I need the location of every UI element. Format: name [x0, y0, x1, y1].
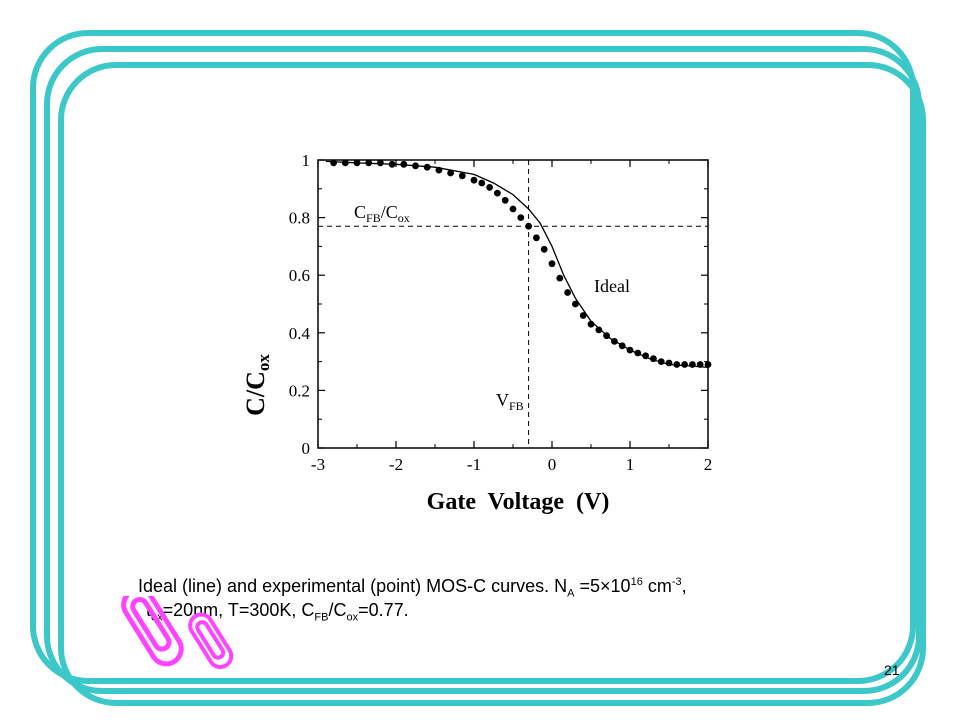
reference-lines: [318, 160, 708, 448]
x-tick-label: -1: [467, 455, 481, 474]
experimental-point: [650, 355, 657, 363]
experimental-point: [587, 320, 595, 328]
experimental-point: [400, 160, 408, 168]
experimental-point: [470, 176, 478, 184]
series-layer: [325, 159, 712, 369]
y-axis-label: C/Cox: [241, 354, 273, 416]
x-tick-label: -2: [389, 455, 403, 474]
figure-caption: Ideal (line) and experimental (point) MO…: [138, 574, 898, 624]
caption-line-2: tox=20nm, T=300K, CFB/Cox=0.77.: [146, 600, 409, 624]
experimental-point: [595, 326, 603, 334]
experimental-point: [435, 166, 443, 174]
x-tick-label: 2: [704, 455, 713, 474]
experimental-point: [665, 359, 673, 367]
experimental-point: [540, 245, 548, 253]
tick-labels: -3 -2 -1 0 1 2 0 0.2 0.4 0.6 0.8 1: [289, 151, 713, 474]
caption-line-1: Ideal (line) and experimental (point) MO…: [138, 576, 687, 600]
experimental-point: [365, 159, 373, 167]
paperclip-icon: [121, 596, 184, 667]
ideal-curve-label: Ideal: [594, 276, 630, 296]
experimental-point: [458, 172, 466, 180]
experimental-point: [478, 179, 486, 187]
x-axis-label: Gate Voltage (V): [427, 489, 610, 515]
experimental-point: [517, 214, 525, 221]
slide-frame-outer: [30, 30, 916, 684]
experimental-point: [423, 163, 431, 171]
experimental-point: [579, 312, 587, 319]
paperclip-clipart: [121, 596, 234, 670]
experimental-point: [341, 159, 349, 167]
slide-frame-inner: [58, 62, 926, 706]
y-tick-label: 0.4: [289, 324, 311, 343]
experimental-point: [509, 205, 517, 213]
experimental-point: [377, 159, 384, 167]
y-tick-label: 1: [302, 151, 311, 170]
experimental-point: [657, 358, 665, 365]
y-tick-label: 0: [302, 439, 311, 458]
experimental-point: [696, 361, 704, 368]
experimental-point: [494, 189, 501, 197]
ideal-curve: [325, 160, 709, 369]
experimental-point: [564, 289, 571, 296]
x-tick-label: -3: [311, 455, 325, 474]
y-tick-label: 0.2: [289, 381, 310, 400]
experimental-point: [533, 234, 540, 242]
experimental-point: [642, 352, 649, 360]
experimental-point: [603, 332, 610, 340]
experimental-point: [486, 184, 493, 191]
experimental-point: [681, 361, 688, 368]
cfb-cox-label: CFB/Cox: [354, 202, 410, 225]
experimental-point: [330, 159, 337, 167]
experimental-point: [548, 260, 556, 268]
experimental-point: [572, 300, 579, 308]
experimental-point: [556, 274, 564, 282]
x-tick-label: 1: [626, 455, 635, 474]
experimental-point: [525, 222, 532, 230]
page-number: 21: [884, 662, 900, 678]
experimental-point: [388, 160, 396, 168]
experimental-point: [673, 361, 681, 368]
y-tick-label: 0.8: [289, 209, 310, 228]
experimental-point: [611, 338, 618, 345]
y-tick-label: 0.6: [289, 266, 310, 285]
experimental-point: [447, 169, 454, 177]
experimental-point: [501, 196, 509, 204]
plot-frame: [317, 159, 709, 449]
x-tick-label: 0: [548, 455, 557, 474]
experimental-point: [689, 361, 696, 368]
experimental-point: [353, 159, 361, 167]
experimental-point: [634, 349, 642, 357]
experimental-point: [412, 162, 419, 170]
vfb-label: VFB: [496, 390, 524, 413]
experimental-point: [618, 342, 626, 350]
experimental-point: [626, 346, 634, 354]
chart: -3 -2 -1 0 1 2 0 0.2 0.4 0.6 0.8 1 Gate Voltage (V)…: [241, 151, 713, 515]
paperclip-icon: [188, 612, 234, 670]
slide-frame-middle: [44, 46, 922, 694]
